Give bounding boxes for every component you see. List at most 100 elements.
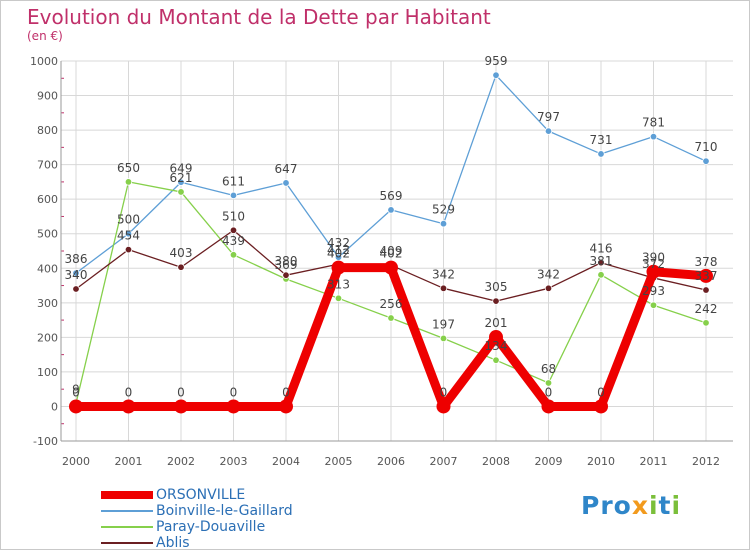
data-label: 402 [327, 247, 350, 261]
data-label: 386 [65, 252, 88, 266]
data-point [282, 271, 290, 279]
data-label: 0 [72, 385, 80, 399]
data-label: 500 [117, 213, 140, 227]
x-tick-label: 2005 [325, 455, 353, 468]
data-label: 372 [642, 257, 665, 271]
y-tick-label: 1000 [30, 55, 58, 68]
data-point [229, 251, 238, 259]
data-label: 0 [125, 385, 133, 399]
legend-label: Ablis [156, 535, 190, 551]
y-tick-label: -100 [33, 435, 58, 448]
data-label: 403 [170, 246, 193, 260]
data-label: 432 [327, 236, 350, 250]
data-label: 650 [117, 161, 140, 175]
y-tick-label: 600 [37, 193, 58, 206]
proxiti-logo: Proxiti [581, 491, 682, 520]
data-point [649, 301, 658, 309]
data-label: 342 [537, 267, 560, 281]
data-label: 68 [541, 362, 556, 376]
data-label: 781 [642, 116, 665, 130]
data-point [69, 399, 83, 414]
data-label: 390 [642, 251, 665, 265]
data-label: 797 [537, 110, 560, 124]
x-tick-label: 2001 [115, 455, 143, 468]
legend-label: Paray-Douaville [156, 519, 266, 535]
data-point [544, 284, 553, 293]
data-point [279, 399, 293, 414]
chart-subtitle: (en €) [27, 29, 63, 43]
data-point [121, 399, 136, 414]
data-point [702, 319, 710, 327]
data-point [597, 150, 605, 158]
data-label: 256 [380, 297, 403, 311]
data-point [702, 157, 710, 165]
data-point [282, 179, 290, 187]
data-label: 381 [590, 254, 613, 268]
legend-swatch [101, 491, 153, 499]
data-point [702, 286, 710, 294]
data-label: 416 [590, 242, 613, 256]
data-label: 342 [432, 267, 455, 281]
data-label: 201 [485, 316, 508, 330]
data-point [387, 206, 395, 214]
y-tick-label: 300 [37, 297, 58, 310]
data-label: 0 [440, 385, 448, 399]
data-point [597, 259, 605, 267]
y-tick-label: 800 [37, 124, 58, 137]
data-label: 305 [485, 280, 508, 294]
data-point [439, 334, 448, 343]
data-point [436, 399, 451, 414]
legend-label: ORSONVILLE [156, 487, 246, 503]
data-label: 959 [485, 54, 508, 68]
data-label: 337 [695, 269, 718, 283]
data-point [174, 399, 188, 414]
data-point [699, 268, 713, 283]
x-tick-label: 2008 [482, 455, 510, 468]
data-label: 0 [597, 385, 605, 399]
data-label: 710 [695, 140, 718, 154]
legend-swatch [101, 510, 153, 512]
data-label: 340 [65, 268, 88, 282]
data-point [544, 127, 553, 135]
data-label: 242 [695, 302, 718, 316]
data-label: 731 [590, 133, 613, 147]
x-tick-label: 2003 [220, 455, 248, 468]
data-point [331, 260, 346, 275]
data-label: 454 [117, 229, 140, 243]
x-tick-label: 2007 [430, 455, 458, 468]
data-label: 621 [170, 171, 193, 185]
data-label: 569 [380, 189, 403, 203]
y-tick-label: 0 [51, 400, 58, 413]
data-point [544, 379, 553, 387]
data-point [384, 260, 398, 275]
x-tick-label: 2009 [535, 455, 563, 468]
data-label: 134 [485, 339, 508, 353]
data-point [177, 263, 185, 271]
data-label: 378 [695, 255, 718, 269]
data-point [597, 271, 605, 279]
data-point [439, 284, 448, 293]
data-label: 611 [222, 174, 245, 188]
data-label: 197 [432, 317, 455, 331]
data-label: 510 [222, 209, 245, 223]
data-point [177, 178, 185, 186]
x-tick-label: 2006 [377, 455, 405, 468]
data-label: 0 [545, 385, 553, 399]
legend-swatch [101, 526, 153, 528]
y-tick-label: 500 [37, 228, 58, 241]
x-tick-label: 2012 [692, 455, 720, 468]
data-label: 649 [170, 161, 193, 175]
legend-item: Paray-Douaville [101, 519, 361, 535]
legend-label: Boinville-le-Gaillard [156, 503, 293, 519]
data-point [229, 191, 238, 200]
x-tick-label: 2004 [272, 455, 300, 468]
data-point [492, 356, 500, 364]
y-tick-label: 700 [37, 159, 58, 172]
legend-item: Boinville-le-Gaillard [101, 503, 361, 519]
data-label: 9 [72, 382, 80, 396]
data-label: 402 [380, 247, 403, 261]
data-label: 293 [642, 284, 665, 298]
data-point [492, 71, 500, 79]
